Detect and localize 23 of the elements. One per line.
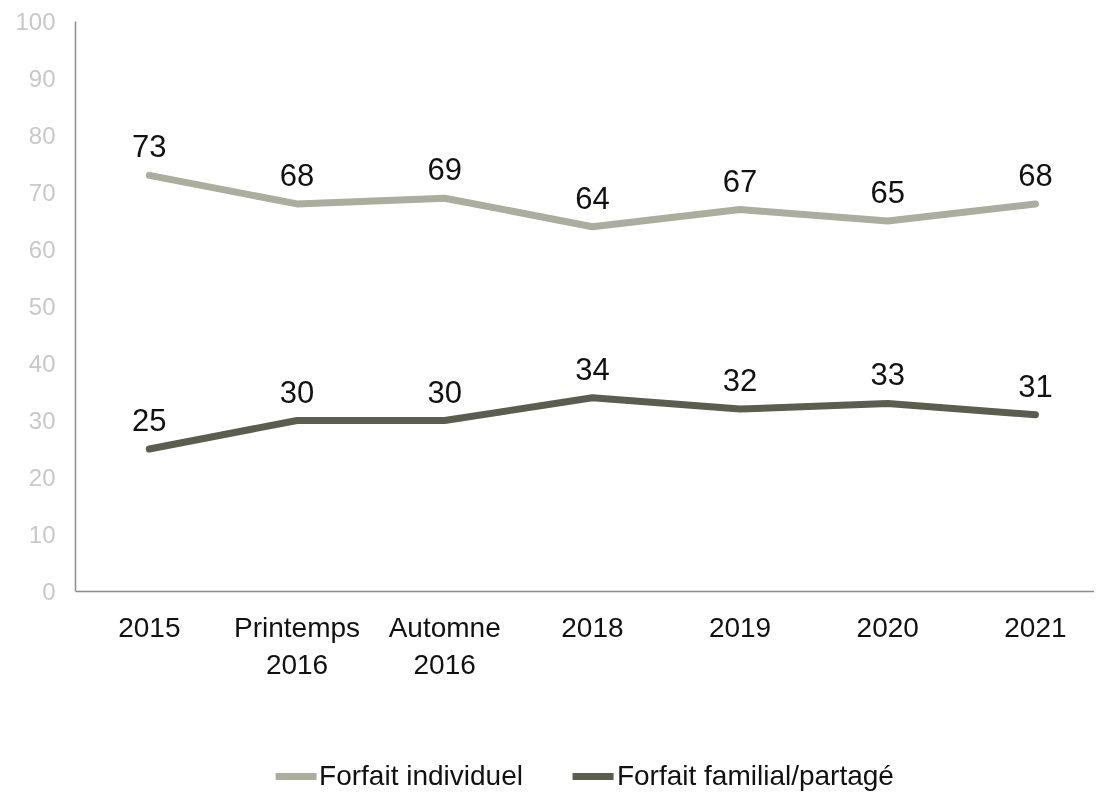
data-label: 34 <box>575 351 610 387</box>
x-tick-label: 2018 <box>561 611 624 643</box>
data-label: 31 <box>1018 368 1053 404</box>
x-tick-label: Automne 2016 <box>388 611 501 680</box>
x-tick-label: Printemps 2016 <box>234 611 361 680</box>
data-label: 68 <box>279 157 315 193</box>
data-label: 69 <box>427 152 462 188</box>
legend-label: Forfait familial/partagé <box>616 760 894 792</box>
data-label: 73 <box>132 129 167 165</box>
data-label: 30 <box>279 374 315 410</box>
x-tick-label: 2019 <box>708 611 772 643</box>
data-label: 68 <box>1018 157 1053 193</box>
data-label: 32 <box>722 363 758 399</box>
data-label: 30 <box>427 374 462 410</box>
x-tick-label: 2020 <box>856 611 919 643</box>
data-label: 67 <box>722 163 758 199</box>
data-label: 25 <box>132 403 167 438</box>
x-tick-label: 2021 <box>1004 611 1067 643</box>
x-tick-label: 2015 <box>118 611 181 643</box>
data-label: 65 <box>870 175 905 210</box>
data-label: 64 <box>575 180 610 216</box>
legend-label: Forfait individuel <box>319 760 523 792</box>
data-label: 33 <box>870 357 905 393</box>
